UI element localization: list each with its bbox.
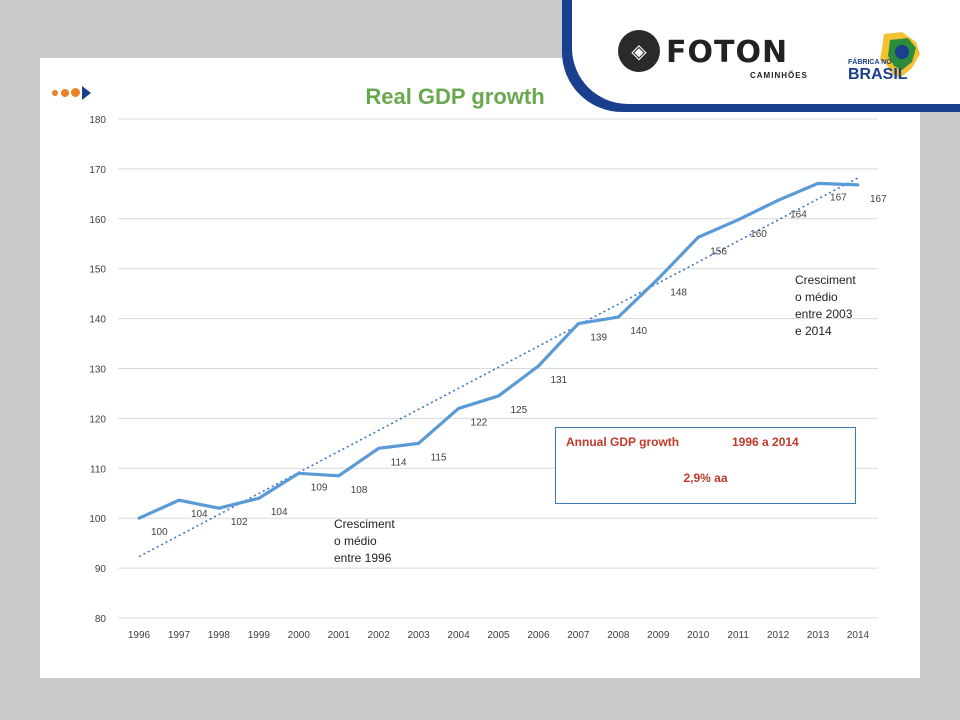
x-tick-label: 2006 bbox=[527, 630, 550, 641]
y-tick-label: 120 bbox=[89, 414, 106, 425]
data-point bbox=[696, 235, 700, 239]
data-label: 148 bbox=[670, 288, 687, 299]
data-label: 164 bbox=[790, 209, 807, 220]
data-point bbox=[576, 322, 580, 326]
brazil-map-icon bbox=[880, 32, 920, 78]
annotation-line: o médio bbox=[334, 534, 377, 548]
growth-period: 1996 a 2014 bbox=[732, 435, 799, 449]
data-label: 125 bbox=[511, 405, 528, 416]
annotation-line: entre 1996 bbox=[334, 551, 392, 565]
y-tick-label: 130 bbox=[89, 365, 106, 376]
x-tick-label: 1996 bbox=[128, 630, 151, 641]
y-tick-label: 180 bbox=[89, 115, 106, 126]
data-point bbox=[457, 406, 461, 410]
data-point bbox=[616, 315, 620, 319]
growth-summary-box: Annual GDP growth 1996 a 2014 2,9% aa bbox=[555, 427, 856, 504]
x-tick-label: 1997 bbox=[168, 630, 191, 641]
y-tick-label: 160 bbox=[89, 215, 106, 226]
x-tick-label: 2003 bbox=[407, 630, 430, 641]
x-tick-label: 2011 bbox=[727, 630, 749, 641]
brand-subtitle: CAMINHÕES bbox=[750, 71, 808, 80]
data-label: 167 bbox=[870, 194, 887, 205]
x-tick-label: 2008 bbox=[607, 630, 630, 641]
y-tick-label: 140 bbox=[89, 315, 106, 326]
data-label: 114 bbox=[391, 457, 407, 468]
data-point bbox=[377, 446, 381, 450]
y-tick-label: 90 bbox=[95, 564, 107, 575]
data-label: 131 bbox=[550, 375, 567, 386]
data-label: 160 bbox=[750, 229, 767, 240]
x-tick-label: 2004 bbox=[447, 630, 470, 641]
x-tick-label: 2014 bbox=[847, 630, 870, 641]
growth-value: 2,9% aa bbox=[683, 471, 728, 485]
x-tick-label: 2002 bbox=[368, 630, 391, 641]
chart-title: Real GDP growth bbox=[365, 84, 545, 109]
data-label: 100 bbox=[151, 527, 168, 538]
y-tick-label: 100 bbox=[89, 514, 106, 525]
brand-badge-small: FÁBRICA NO bbox=[848, 59, 892, 66]
data-label: 122 bbox=[471, 417, 488, 428]
brand-name: FOTON bbox=[666, 35, 789, 70]
data-label: 104 bbox=[271, 507, 288, 518]
brand-badge-big: BRASIL bbox=[848, 66, 908, 83]
annotation-right: Cresciment o médio entre 2003 e 2014 bbox=[795, 272, 856, 340]
x-tick-label: 2007 bbox=[567, 630, 590, 641]
x-tick-label: 2001 bbox=[328, 630, 351, 641]
x-tick-label: 2010 bbox=[687, 630, 710, 641]
data-point bbox=[856, 183, 860, 187]
data-label: 108 bbox=[351, 485, 368, 496]
x-tick-label: 2005 bbox=[487, 630, 510, 641]
data-label: 140 bbox=[630, 326, 647, 337]
data-point bbox=[137, 516, 141, 520]
annotation-line: e 2014 bbox=[795, 324, 832, 338]
data-label: 167 bbox=[830, 192, 847, 203]
y-tick-label: 150 bbox=[89, 265, 106, 276]
data-point bbox=[736, 218, 740, 222]
trendline bbox=[138, 177, 859, 558]
data-point bbox=[337, 474, 341, 478]
data-point bbox=[297, 471, 301, 475]
foton-logo-icon: ◈ bbox=[618, 30, 660, 72]
data-label: 115 bbox=[431, 452, 447, 463]
data-point bbox=[217, 506, 221, 510]
growth-label: Annual GDP growth bbox=[566, 435, 680, 449]
data-point bbox=[257, 496, 261, 500]
x-tick-label: 1998 bbox=[208, 630, 231, 641]
annotation-line: Cresciment bbox=[334, 517, 395, 531]
data-point bbox=[776, 198, 780, 202]
x-tick-label: 1999 bbox=[248, 630, 271, 641]
data-point bbox=[816, 181, 820, 185]
data-label: 109 bbox=[311, 482, 328, 493]
data-point bbox=[536, 364, 540, 368]
data-label: 102 bbox=[231, 517, 248, 528]
annotation-line: Cresciment bbox=[795, 273, 856, 287]
data-point bbox=[656, 277, 660, 281]
annotation-line: o médio bbox=[795, 290, 838, 304]
y-tick-label: 170 bbox=[89, 165, 106, 176]
x-tick-label: 2013 bbox=[807, 630, 830, 641]
data-label: 156 bbox=[710, 246, 727, 257]
y-tick-label: 80 bbox=[95, 614, 107, 625]
data-point bbox=[497, 394, 500, 398]
data-label: 139 bbox=[590, 333, 607, 344]
data-label: 104 bbox=[191, 509, 208, 520]
x-tick-label: 2012 bbox=[767, 630, 790, 641]
data-point bbox=[417, 441, 421, 445]
x-tick-label: 2009 bbox=[647, 630, 670, 641]
annotation-line: entre 2003 bbox=[795, 307, 853, 321]
data-point bbox=[177, 498, 181, 502]
annotation-left: Cresciment o médio entre 1996 bbox=[334, 516, 395, 567]
x-tick-label: 2000 bbox=[288, 630, 311, 641]
y-tick-label: 110 bbox=[90, 464, 106, 475]
